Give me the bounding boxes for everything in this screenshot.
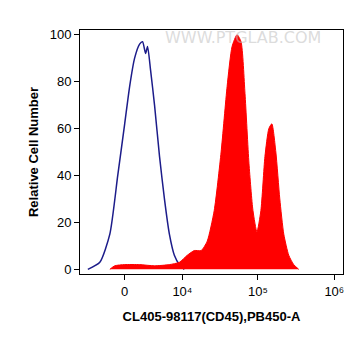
svg-text:10⁶: 10⁶: [324, 284, 344, 299]
svg-text:40: 40: [57, 168, 71, 183]
svg-text:10⁵: 10⁵: [248, 284, 268, 299]
svg-text:100: 100: [50, 27, 72, 42]
svg-text:WWW.PTGLAB.COM: WWW.PTGLAB.COM: [165, 28, 321, 47]
svg-text:0: 0: [64, 262, 71, 277]
svg-text:60: 60: [57, 121, 71, 136]
svg-text:0: 0: [121, 284, 128, 299]
svg-text:80: 80: [57, 74, 71, 89]
svg-text:20: 20: [57, 215, 71, 230]
svg-text:CL405-98117(CD45),PB450-A: CL405-98117(CD45),PB450-A: [123, 309, 301, 324]
svg-text:10⁴: 10⁴: [172, 284, 192, 299]
svg-text:Relative Cell Number: Relative Cell Number: [26, 87, 41, 217]
